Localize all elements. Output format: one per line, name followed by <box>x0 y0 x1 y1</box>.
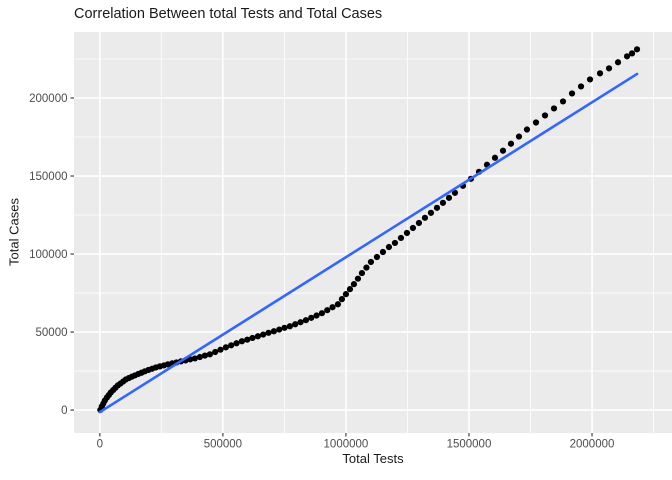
trend-line <box>98 72 639 414</box>
data-point <box>346 286 354 293</box>
data-point <box>623 53 631 60</box>
data-point <box>286 323 294 330</box>
data-point <box>596 70 604 77</box>
data-point <box>228 342 235 349</box>
data-point <box>238 338 245 345</box>
x-axis-title: Total Tests <box>342 451 404 466</box>
data-point <box>373 253 381 261</box>
data-point <box>201 352 208 359</box>
data-point <box>532 119 540 126</box>
data-point <box>196 353 203 361</box>
y-tick-label: 200000 <box>29 93 67 105</box>
data-point <box>297 319 304 326</box>
data-point <box>342 291 350 298</box>
data-point <box>260 331 267 338</box>
data-point <box>523 126 531 133</box>
data-point <box>421 214 429 221</box>
data-point <box>433 204 441 211</box>
data-point <box>329 304 336 311</box>
data-point <box>191 355 198 362</box>
x-tick-label: 500000 <box>204 439 242 451</box>
data-point <box>222 344 229 351</box>
data-point <box>439 199 447 206</box>
x-tick-label: 0 <box>97 439 103 451</box>
data-point <box>254 333 262 340</box>
data-point <box>427 209 435 216</box>
y-axis-title: Total Cases <box>6 198 22 266</box>
data-point <box>415 219 423 227</box>
data-point <box>358 269 366 277</box>
data-point <box>363 264 370 271</box>
chart-title: Correlation Between total Tests and Tota… <box>74 6 383 22</box>
data-point <box>265 329 272 336</box>
data-point <box>409 224 417 232</box>
data-point <box>586 76 594 83</box>
data-point <box>233 340 240 347</box>
data-point <box>614 59 622 66</box>
data-point <box>270 328 277 335</box>
y-tick-label: 50000 <box>36 327 68 339</box>
y-tick-label: 150000 <box>29 171 67 183</box>
x-tick-label: 1000000 <box>324 439 369 451</box>
data-point <box>292 321 299 328</box>
data-point <box>577 83 585 90</box>
data-point <box>367 258 375 266</box>
data-point <box>249 334 256 342</box>
data-point <box>187 356 194 363</box>
x-tick-label: 2000000 <box>570 439 615 451</box>
data-point <box>212 348 219 356</box>
data-point <box>217 346 224 353</box>
data-point <box>334 301 342 308</box>
data-point <box>324 307 331 314</box>
x-tick-label: 1500000 <box>447 439 492 451</box>
data-point <box>628 50 636 57</box>
data-point <box>403 229 411 237</box>
data-point <box>499 147 507 154</box>
data-point <box>391 239 399 247</box>
data-point <box>633 46 641 53</box>
data-point <box>350 281 358 288</box>
data-point <box>445 194 453 201</box>
data-point <box>354 275 362 282</box>
data-point <box>541 112 549 119</box>
data-point <box>318 310 326 317</box>
y-tick-label: 0 <box>61 405 67 417</box>
data-point <box>206 351 213 358</box>
data-point <box>338 296 346 303</box>
data-point <box>276 326 283 333</box>
data-point <box>385 243 393 251</box>
data-point <box>379 248 387 256</box>
data-point <box>302 317 310 324</box>
data-point <box>515 133 523 140</box>
data-point <box>308 314 315 321</box>
data-point <box>559 98 567 105</box>
data-point <box>491 154 499 161</box>
data-point <box>605 65 613 72</box>
data-point <box>397 234 405 242</box>
data-point <box>451 189 459 196</box>
data-point <box>507 140 515 147</box>
data-point <box>313 312 320 319</box>
y-tick-label: 100000 <box>29 249 67 261</box>
data-point <box>550 105 558 112</box>
data-point <box>281 324 288 331</box>
data-point <box>568 90 576 97</box>
data-point <box>244 336 251 343</box>
